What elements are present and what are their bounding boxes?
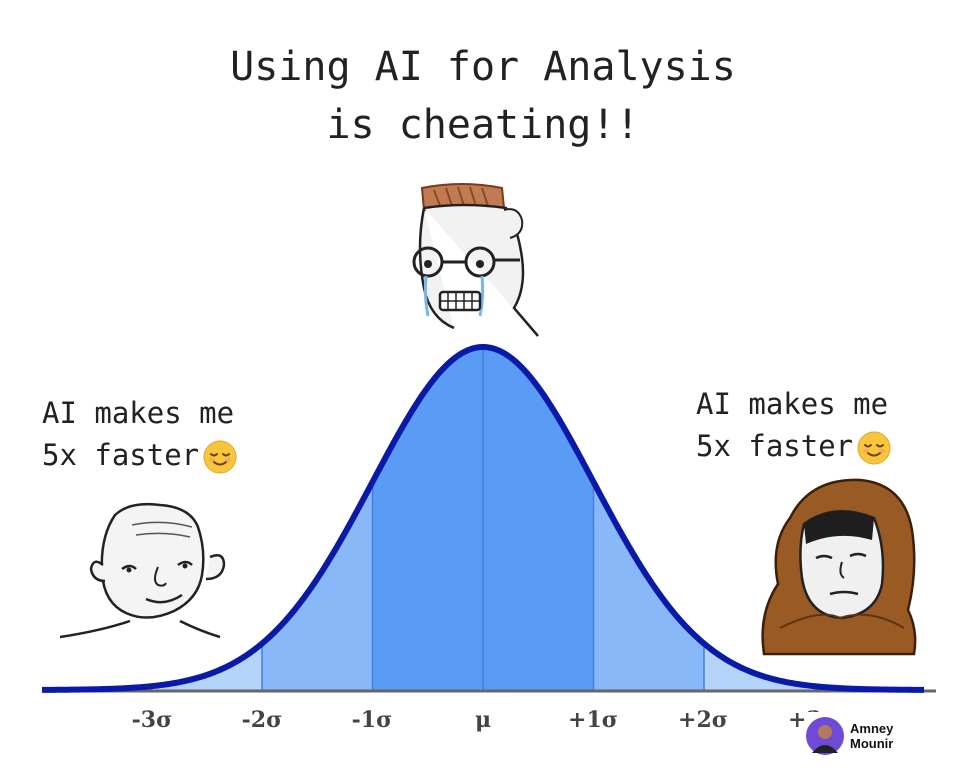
fill-band-right-inner <box>483 347 594 690</box>
caption-left: AI makes me 5x faster <box>42 392 237 476</box>
relieved-face-emoji-icon <box>857 431 891 465</box>
title-line-2: is cheating!! <box>326 102 640 148</box>
author-name: Amney Mounir <box>850 721 893 751</box>
bald-wojak-icon <box>60 502 226 639</box>
crying-nerd-wojak-icon <box>412 183 539 337</box>
tick-label-minus-2-sigma: -2σ <box>241 707 283 733</box>
author-avatar-icon <box>806 717 844 755</box>
bell-curve-line <box>41 344 925 693</box>
tick-label-plus-2-sigma: +2σ <box>678 707 728 733</box>
tick-label-minus-3-sigma: -3σ <box>131 707 173 733</box>
caption-right-line-2: 5x faster <box>696 429 854 463</box>
caption-left-line-1: AI makes me <box>42 396 235 430</box>
tick-label-mu: μ <box>474 707 492 733</box>
meme-title: Using AI for Analysis is cheating!! <box>0 38 966 154</box>
hooded-monk-wojak-icon <box>761 478 917 656</box>
author-badge: Amney Mounir <box>806 712 900 760</box>
caption-left-line-2: 5x faster <box>42 438 200 472</box>
caption-right: AI makes me 5x faster <box>696 383 891 467</box>
fill-band-right-outer <box>704 643 815 690</box>
title-line-1: Using AI for Analysis <box>230 44 736 90</box>
tick-label-plus-1-sigma: +1σ <box>568 707 618 733</box>
tick-label-minus-1-sigma: -1σ <box>351 707 393 733</box>
relieved-face-emoji-icon <box>203 440 237 474</box>
fill-band-left-inner <box>372 347 483 690</box>
author-first-name: Amney <box>850 721 894 736</box>
fill-band-left-outer <box>151 643 262 690</box>
author-last-name: Mounir <box>850 736 894 751</box>
caption-right-line-1: AI makes me <box>696 387 889 421</box>
